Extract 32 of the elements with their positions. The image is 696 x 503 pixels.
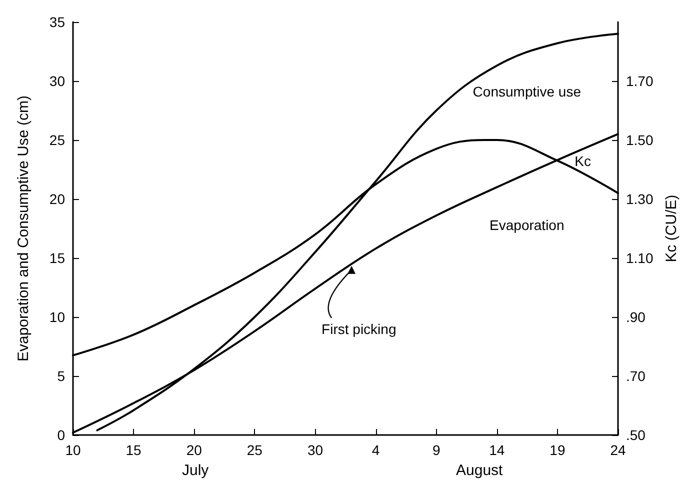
y2-tick-label: .70 [626, 368, 646, 384]
annotation: First picking [322, 320, 396, 337]
x-tick-label: 19 [550, 442, 566, 458]
y2-tick-label: .90 [626, 309, 646, 325]
y2-tick-label: 1.10 [626, 250, 654, 266]
x-tick-label: 9 [432, 442, 440, 458]
x-tick-label: 14 [489, 442, 505, 458]
y-tick-label: 15 [49, 250, 66, 266]
y2-tick-label: 1.50 [626, 132, 654, 148]
x-tick-label: 30 [307, 442, 324, 458]
x-tick-label: 25 [246, 442, 263, 458]
y-tick-label: 10 [49, 309, 66, 325]
x-tick-label: 20 [186, 442, 202, 458]
y-tick-label: 0 [57, 427, 66, 443]
x-tick-label: 4 [372, 442, 380, 458]
y2-tick-label: 1.30 [626, 191, 654, 207]
y-axis-title: Evaporation and Consumptive Use (cm) [15, 96, 32, 362]
y-tick-label: 5 [57, 368, 66, 384]
series-label: Consumptive use [472, 84, 582, 100]
y2-tick-label: 1.70 [626, 73, 654, 89]
series-label: Kc [574, 153, 591, 170]
y-tick-label: 30 [49, 73, 66, 89]
text: August [456, 462, 504, 479]
y-tick-label: 20 [49, 191, 66, 207]
y-tick-label: 35 [49, 14, 66, 30]
text: July [182, 462, 210, 479]
y-tick-label: 25 [49, 132, 66, 148]
series-label: Evaporation [490, 217, 564, 234]
x-tick-label: 15 [126, 442, 142, 458]
y2-axis-title: Kc (CU/E) [663, 194, 680, 262]
y2-tick-label: .50 [626, 427, 646, 443]
x-tick-label: 24 [610, 442, 626, 458]
